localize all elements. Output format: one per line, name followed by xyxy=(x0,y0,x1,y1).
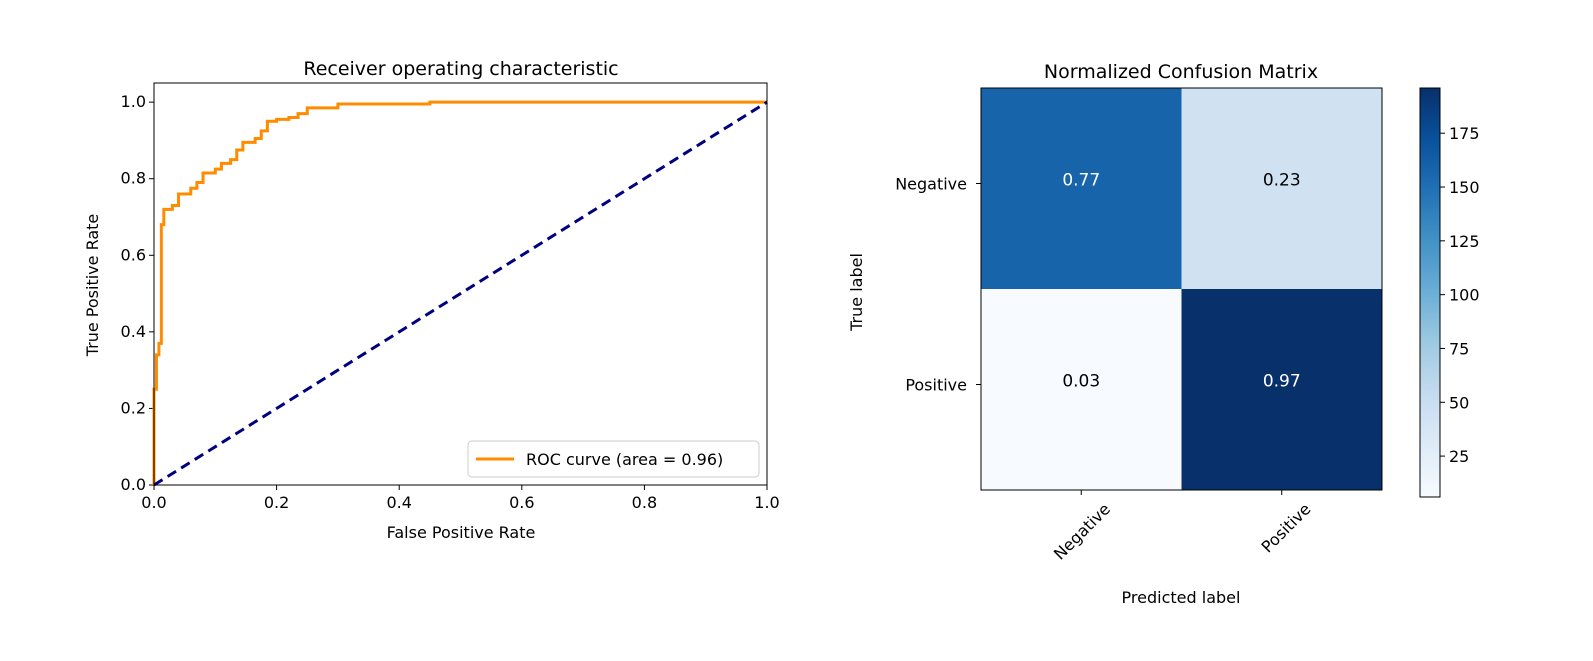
confusion-matrix-chart: Normalized Confusion Matrix 0.77 0.23 0.03… xyxy=(847,61,1480,607)
cm-colorbar-gradient xyxy=(1419,87,1441,498)
roc-y-tick-label: 0.2 xyxy=(121,398,146,417)
roc-x-tick-label: 0.6 xyxy=(509,493,534,512)
cm-title: Normalized Confusion Matrix xyxy=(1044,61,1318,83)
roc-y-tick-label: 0.6 xyxy=(121,245,146,264)
cm-cells: 0.77 0.23 0.03 0.97 xyxy=(981,88,1382,490)
cm-colorbar-tick-label: 125 xyxy=(1449,232,1480,251)
cm-colorbar-tick-label: 75 xyxy=(1449,339,1469,358)
roc-x-tick-label: 0.8 xyxy=(632,493,657,512)
cm-y-ticks: Negative Positive xyxy=(895,175,981,395)
cm-cell-value: 0.03 xyxy=(1062,372,1100,392)
cm-colorbar-ticks: 25 50 75 100 125 150 175 xyxy=(1440,124,1480,466)
cm-axes-frame xyxy=(980,87,1383,491)
cm-x-tick-label: Negative xyxy=(1050,499,1114,563)
cm-cell-value: 0.97 xyxy=(1263,372,1301,392)
roc-axes-frame xyxy=(153,82,768,486)
cm-x-axis-label: Predicted label xyxy=(1122,588,1241,607)
roc-chance-line xyxy=(153,100,768,487)
roc-curve-line xyxy=(152,100,767,485)
cm-colorbar-tick-label: 50 xyxy=(1449,393,1469,412)
roc-chart: Receiver operating characteristic 0.0 0.2… xyxy=(83,58,780,542)
roc-y-axis-label: True Positive Rate xyxy=(83,214,102,358)
roc-x-axis-label: False Positive Rate xyxy=(387,523,536,542)
roc-x-tick-label: 1.0 xyxy=(754,493,779,512)
cm-x-ticks: Negative Positive xyxy=(1050,490,1315,564)
roc-y-tick-label: 0.8 xyxy=(121,169,146,188)
roc-y-tick-label: 0.4 xyxy=(121,322,146,341)
cm-x-tick-label: Positive xyxy=(1258,499,1315,556)
cm-colorbar: 25 50 75 100 125 150 175 xyxy=(1419,87,1480,498)
cm-y-tick-label: Negative xyxy=(895,175,967,194)
roc-legend-label: ROC curve (area = 0.96) xyxy=(526,450,723,469)
cm-cell-value: 0.23 xyxy=(1263,171,1301,191)
roc-y-ticks: 0.0 0.2 0.4 0.6 0.8 1.0 xyxy=(121,92,154,494)
roc-x-tick-label: 0.2 xyxy=(264,493,289,512)
cm-colorbar-tick-label: 175 xyxy=(1449,124,1480,143)
cm-cell xyxy=(981,289,1182,490)
roc-y-tick-label: 1.0 xyxy=(121,92,146,111)
cm-y-axis-label: True label xyxy=(847,253,866,332)
cm-cell xyxy=(981,88,1182,289)
cm-cell xyxy=(1181,289,1382,490)
roc-x-tick-label: 0.4 xyxy=(386,493,411,512)
roc-legend-box xyxy=(467,440,760,478)
roc-plot-lines xyxy=(152,100,768,487)
cm-colorbar-tick-label: 150 xyxy=(1449,178,1480,197)
cm-colorbar-tick-label: 100 xyxy=(1449,286,1480,305)
roc-y-tick-label: 0.0 xyxy=(121,475,146,494)
cm-cell-value: 0.77 xyxy=(1062,171,1100,191)
roc-x-ticks: 0.0 0.2 0.4 0.6 0.8 1.0 xyxy=(141,485,780,512)
roc-x-tick-label: 0.0 xyxy=(141,493,166,512)
roc-legend: ROC curve (area = 0.96) xyxy=(467,440,760,478)
cm-y-tick-label: Positive xyxy=(905,376,967,395)
roc-title: Receiver operating characteristic xyxy=(303,58,618,80)
cm-cell xyxy=(1181,88,1382,289)
cm-colorbar-tick-label: 25 xyxy=(1449,447,1469,466)
